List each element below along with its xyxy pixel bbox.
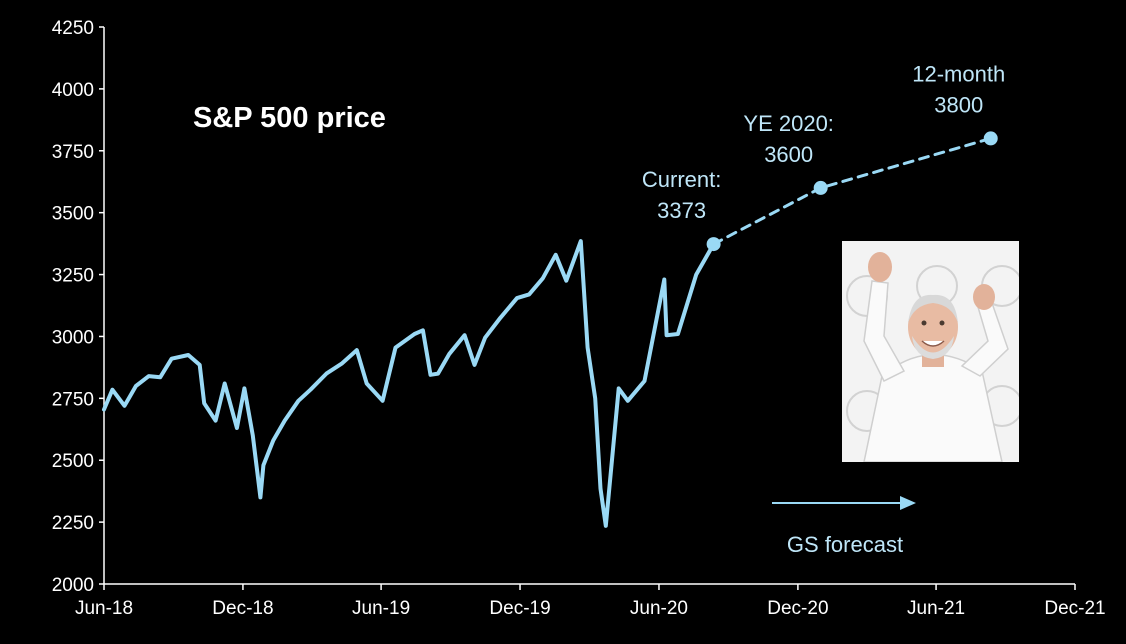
- left-arm: [863, 280, 906, 383]
- y-tick-label: 3000: [52, 327, 94, 348]
- annotation-label: 3600: [764, 142, 813, 167]
- chart-title: S&P 500 price: [193, 102, 386, 134]
- forecast-point: [983, 131, 998, 146]
- y-tick-label: 3750: [52, 142, 94, 163]
- annotation-label: Current:: [642, 167, 721, 192]
- y-tick-label: 2000: [52, 575, 94, 596]
- history-line: [102, 239, 716, 528]
- y-tick-label: 4000: [52, 80, 94, 101]
- y-tick-label: 2250: [52, 513, 94, 534]
- hair: [908, 294, 958, 323]
- annotation-label: 3800: [934, 92, 983, 117]
- x-tick-label: Dec-18: [212, 598, 273, 619]
- x-tick-label: Jun-20: [630, 598, 688, 619]
- y-tick-label: 2500: [52, 451, 94, 472]
- x-tick-label: Jun-18: [75, 598, 133, 619]
- y-tick-label: 3250: [52, 266, 94, 287]
- forecast-line: [712, 136, 993, 246]
- meme-illustration: [842, 241, 1019, 462]
- annotation-label: 12-month: [912, 61, 1005, 86]
- annotation-label: YE 2020:: [743, 111, 834, 136]
- forecast-point: [706, 237, 721, 252]
- forecast-label: GS forecast: [787, 532, 903, 557]
- y-axis-ticks: 2000 2250 2500 2750 3000 3250 3500 3750 4000 4250: [52, 18, 104, 596]
- annotations: Current: 3373 YE 2020: 3600 12-month 3800: [642, 61, 1005, 223]
- x-tick-label: Dec-21: [1044, 598, 1105, 619]
- right-fist: [973, 284, 995, 310]
- x-tick-label: Dec-20: [767, 598, 828, 619]
- beard: [912, 336, 954, 359]
- annotation-label: 3373: [657, 198, 706, 223]
- forecast-point: [813, 180, 828, 195]
- y-tick-label: 2750: [52, 389, 94, 410]
- meme-image: [842, 241, 1019, 462]
- x-tick-label: Jun-19: [352, 598, 410, 619]
- y-tick-label: 4250: [52, 18, 94, 39]
- eye-right: [939, 320, 945, 326]
- x-axis-ticks: Jun-18 Dec-18 Jun-19 Dec-19 Jun-20 Dec-20 Jun-…: [75, 584, 1106, 619]
- forecast-arrow-head: [900, 496, 916, 510]
- left-fist: [868, 252, 892, 282]
- head: [908, 297, 958, 357]
- x-tick-label: Dec-19: [489, 598, 550, 619]
- x-tick-label: Jun-21: [907, 598, 965, 619]
- series-layer: [102, 131, 998, 528]
- smile: [921, 340, 945, 347]
- eye-left: [921, 320, 927, 326]
- y-tick-label: 3500: [52, 204, 94, 225]
- axes: [103, 27, 1075, 585]
